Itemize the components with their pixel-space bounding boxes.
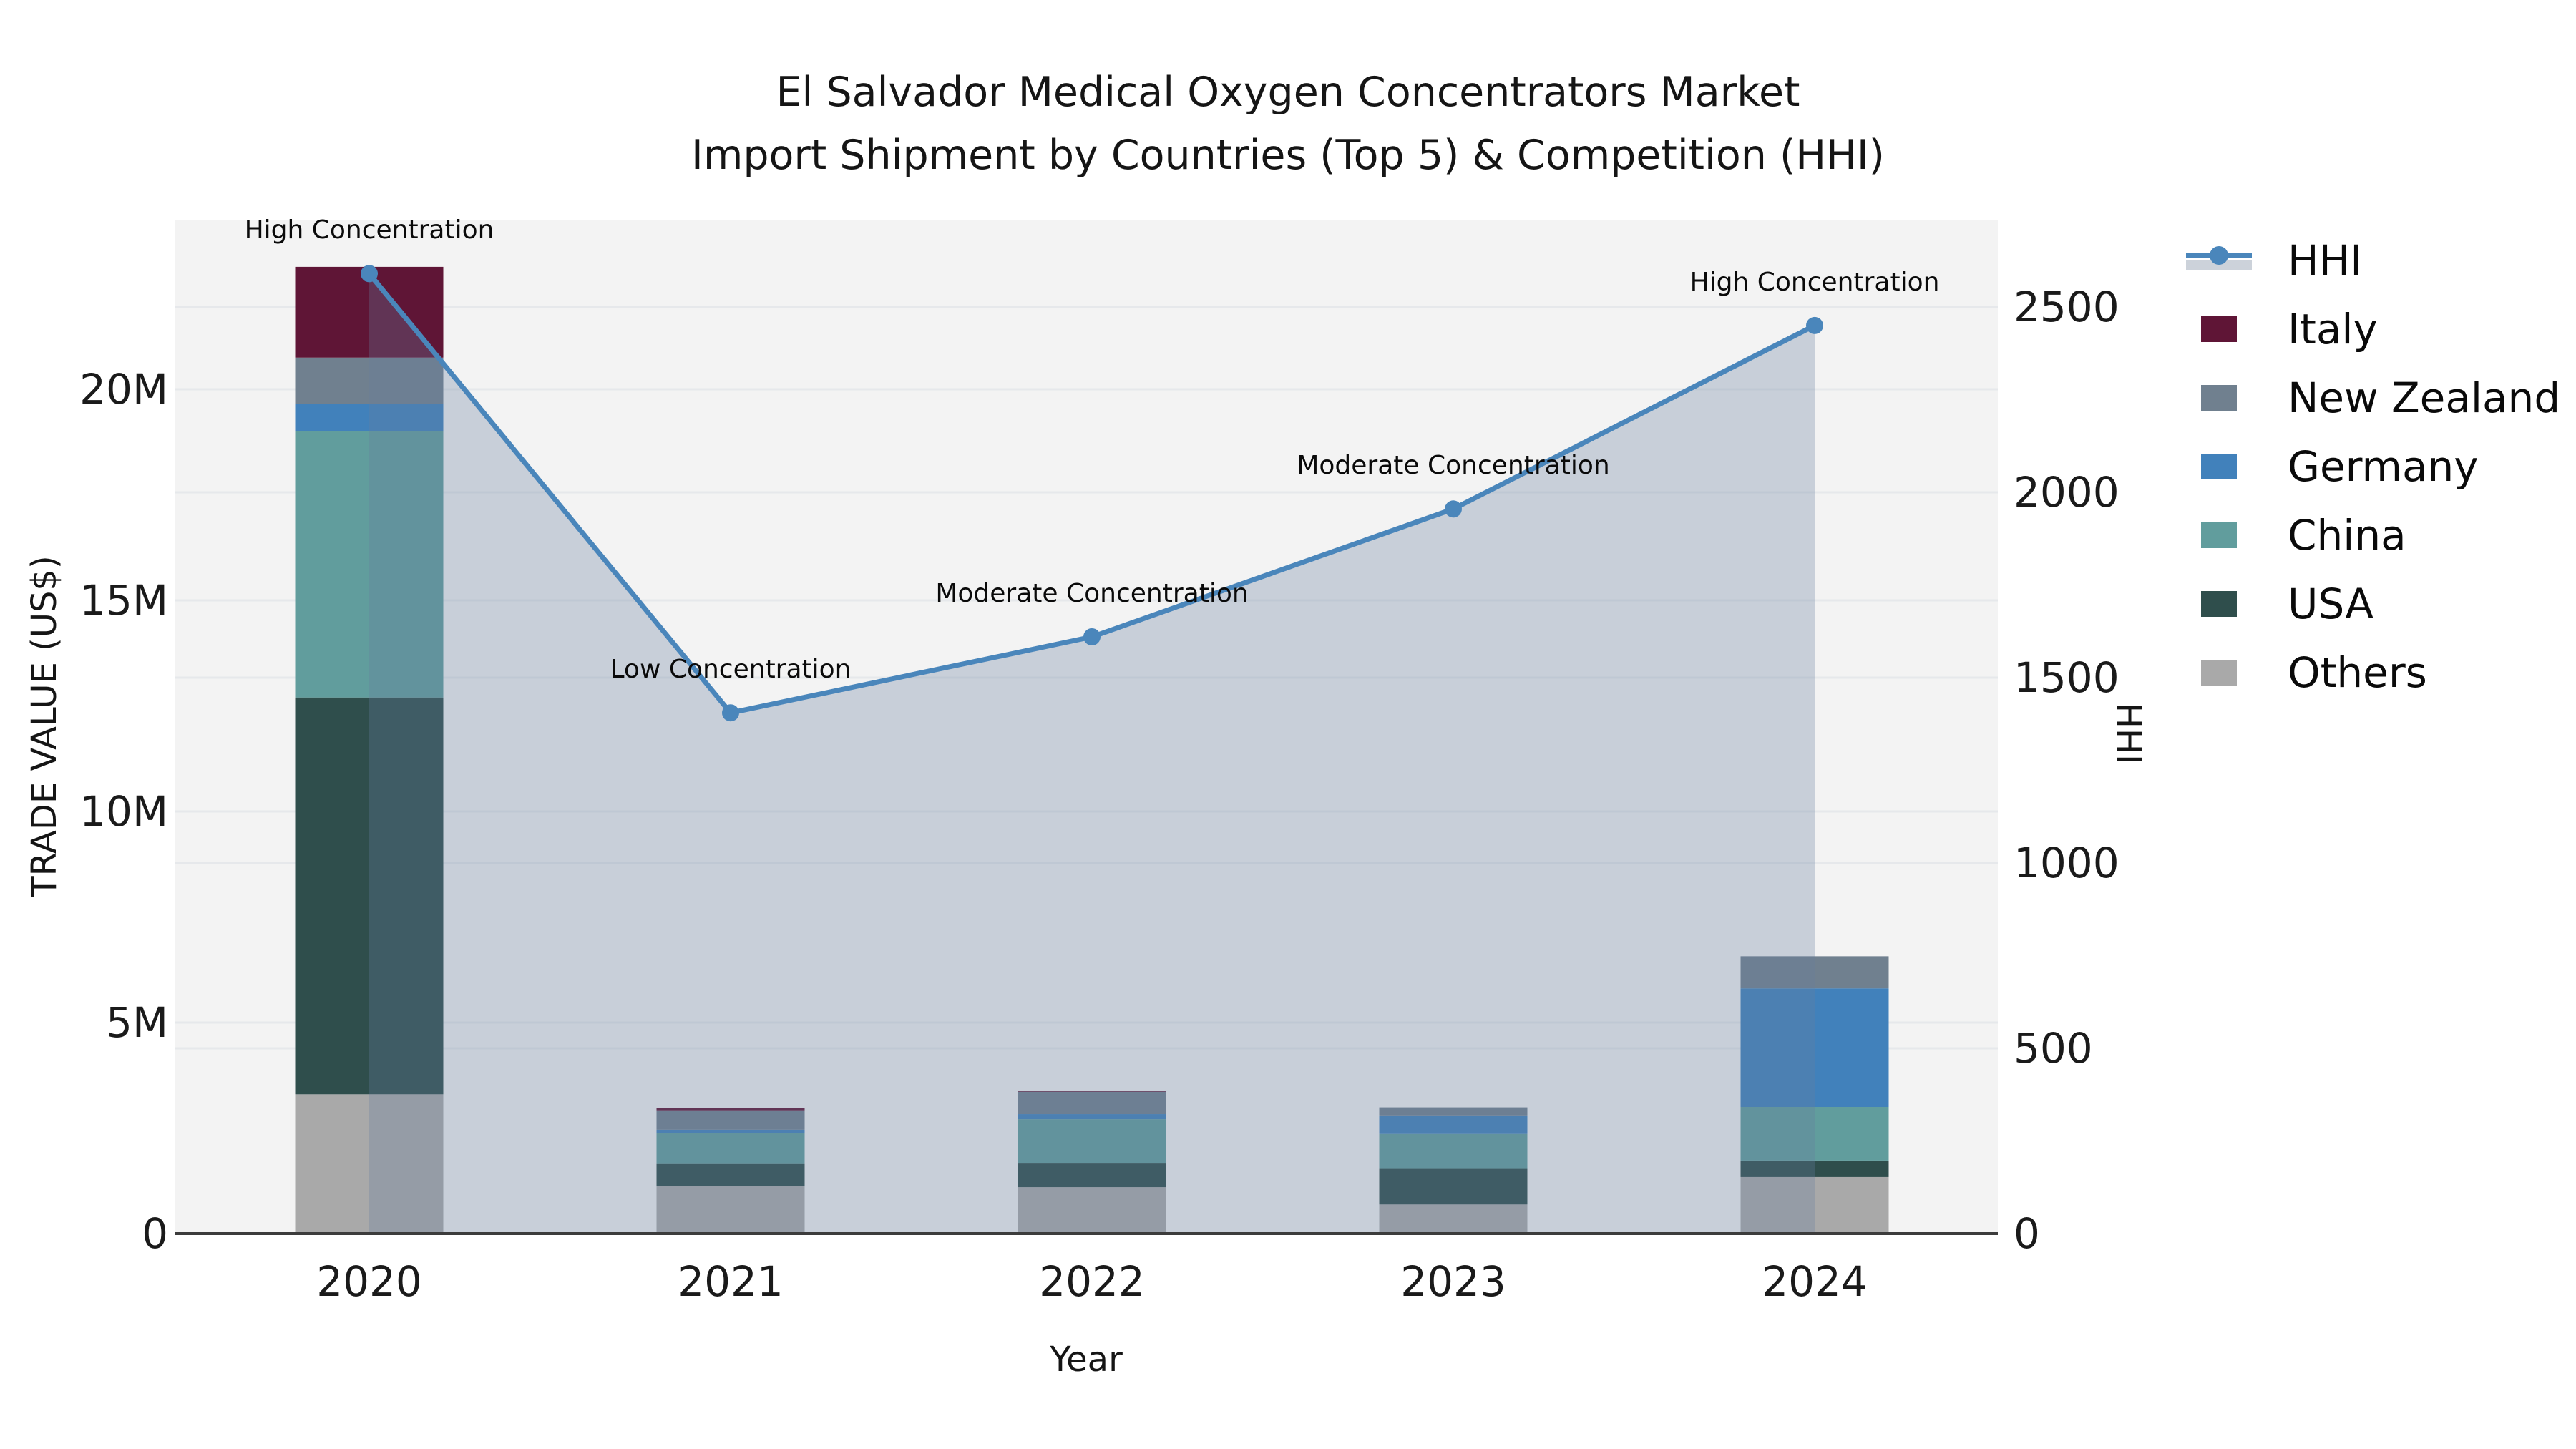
y-right-tick: 0 — [2014, 1209, 2040, 1258]
legend-label: New Zealand — [2288, 374, 2561, 422]
legend-item-china: China — [2186, 501, 2560, 570]
legend-label: Germany — [2288, 442, 2479, 491]
x-tick: 2021 — [678, 1257, 784, 1306]
y-right-tick: 1500 — [2014, 653, 2119, 702]
color-swatch-icon — [2186, 316, 2252, 342]
annotation: Moderate Concentration — [1297, 451, 1610, 481]
legend-item-germany: Germany — [2186, 432, 2560, 501]
legend-item-others: Others — [2186, 638, 2560, 707]
x-tick: 2024 — [1762, 1257, 1868, 1306]
legend-item-hhi: HHI — [2186, 226, 2560, 295]
legend-label: Italy — [2288, 305, 2378, 353]
y-right-tick: 2000 — [2014, 468, 2119, 517]
legend-label: China — [2288, 511, 2406, 560]
annotation: Low Concentration — [610, 655, 852, 685]
hhi-line-marker-icon — [2186, 245, 2252, 273]
annotation: Moderate Concentration — [935, 579, 1249, 609]
y-left-tick: 10M — [79, 787, 168, 836]
color-swatch-icon — [2186, 591, 2252, 617]
chart-title: El Salvador Medical Oxygen Concentrators… — [0, 61, 2576, 187]
annotation: High Concentration — [244, 215, 494, 245]
x-axis-title: Year — [1050, 1340, 1123, 1380]
legend-label: USA — [2288, 580, 2374, 628]
y-left-tick: 0 — [142, 1209, 168, 1258]
y-right-axis-title: HHI — [2108, 702, 2148, 765]
legend-item-italy: Italy — [2186, 295, 2560, 364]
x-tick: 2023 — [1400, 1257, 1506, 1306]
x-tick: 2020 — [316, 1257, 422, 1306]
x-tick: 2022 — [1039, 1257, 1145, 1306]
color-swatch-icon — [2186, 660, 2252, 686]
color-swatch-icon — [2186, 385, 2252, 411]
color-swatch-icon — [2186, 522, 2252, 548]
y-left-tick: 20M — [79, 365, 168, 414]
legend-item-new-zealand: New Zealand — [2186, 364, 2560, 432]
y-right-tick: 2500 — [2014, 283, 2119, 331]
legend-label: Others — [2288, 648, 2427, 697]
y-right-tick: 1000 — [2014, 839, 2119, 887]
y-left-tick: 5M — [106, 998, 168, 1047]
annotation: High Concentration — [1689, 267, 1940, 297]
y-right-tick: 500 — [2014, 1024, 2093, 1073]
legend-item-usa: USA — [2186, 570, 2560, 638]
color-swatch-icon — [2186, 454, 2252, 479]
chart-title-line1: El Salvador Medical Oxygen Concentrators… — [776, 69, 1800, 116]
chart-title-line2: Import Shipment by Countries (Top 5) & C… — [691, 132, 1885, 179]
y-left-axis-title: TRADE VALUE (US$) — [24, 555, 64, 897]
legend: HHI Italy New Zealand Germany China USA … — [2186, 226, 2560, 707]
y-left-tick: 15M — [79, 576, 168, 625]
legend-label: HHI — [2288, 236, 2363, 285]
